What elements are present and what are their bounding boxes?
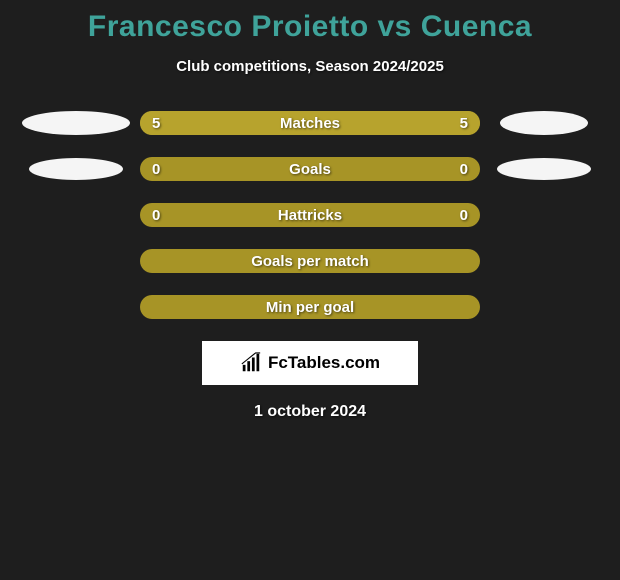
- ellipse-icon: [29, 158, 123, 180]
- stat-row: Goals per match: [0, 249, 620, 273]
- stat-value-right: 0: [460, 207, 468, 224]
- comparison-infographic: Francesco Proietto vs Cuenca Club compet…: [0, 0, 620, 580]
- stat-row: 0 0 Goals: [0, 157, 620, 181]
- right-indicator: [480, 203, 608, 227]
- stat-row: Min per goal: [0, 295, 620, 319]
- left-indicator: [12, 203, 140, 227]
- ellipse-icon: [500, 111, 588, 135]
- bar-chart-icon: [240, 352, 262, 374]
- right-indicator: [480, 111, 608, 135]
- stat-row: 0 0 Hattricks: [0, 203, 620, 227]
- date-line: 1 october 2024: [0, 403, 620, 421]
- stat-row: 5 5 Matches: [0, 111, 620, 135]
- stat-rows: 5 5 Matches 0 0 Goals 0 0 Hattricks Goals per mat…: [0, 111, 620, 319]
- left-indicator: [12, 157, 140, 181]
- stat-value-left: 5: [152, 115, 160, 132]
- subtitle: Club competitions, Season 2024/2025: [0, 58, 620, 75]
- stat-bar: Goals per match: [140, 249, 480, 273]
- stat-label: Goals: [289, 161, 331, 178]
- stat-bar: Min per goal: [140, 295, 480, 319]
- source-badge-text: FcTables.com: [268, 353, 380, 373]
- right-indicator: [480, 249, 608, 273]
- left-indicator: [12, 295, 140, 319]
- stat-bar: 5 5 Matches: [140, 111, 480, 135]
- stat-label: Hattricks: [278, 207, 342, 224]
- page-title: Francesco Proietto vs Cuenca: [0, 0, 620, 44]
- ellipse-icon: [22, 111, 130, 135]
- right-indicator: [480, 157, 608, 181]
- stat-label: Goals per match: [251, 253, 369, 270]
- stat-bar: 0 0 Hattricks: [140, 203, 480, 227]
- stat-value-left: 0: [152, 207, 160, 224]
- source-badge: FcTables.com: [202, 341, 418, 385]
- stat-value-right: 5: [460, 115, 468, 132]
- stat-label: Min per goal: [266, 299, 354, 316]
- left-indicator: [12, 249, 140, 273]
- stat-value-left: 0: [152, 161, 160, 178]
- ellipse-icon: [497, 158, 591, 180]
- stat-label: Matches: [280, 115, 340, 132]
- stat-value-right: 0: [460, 161, 468, 178]
- right-indicator: [480, 295, 608, 319]
- stat-bar: 0 0 Goals: [140, 157, 480, 181]
- left-indicator: [12, 111, 140, 135]
